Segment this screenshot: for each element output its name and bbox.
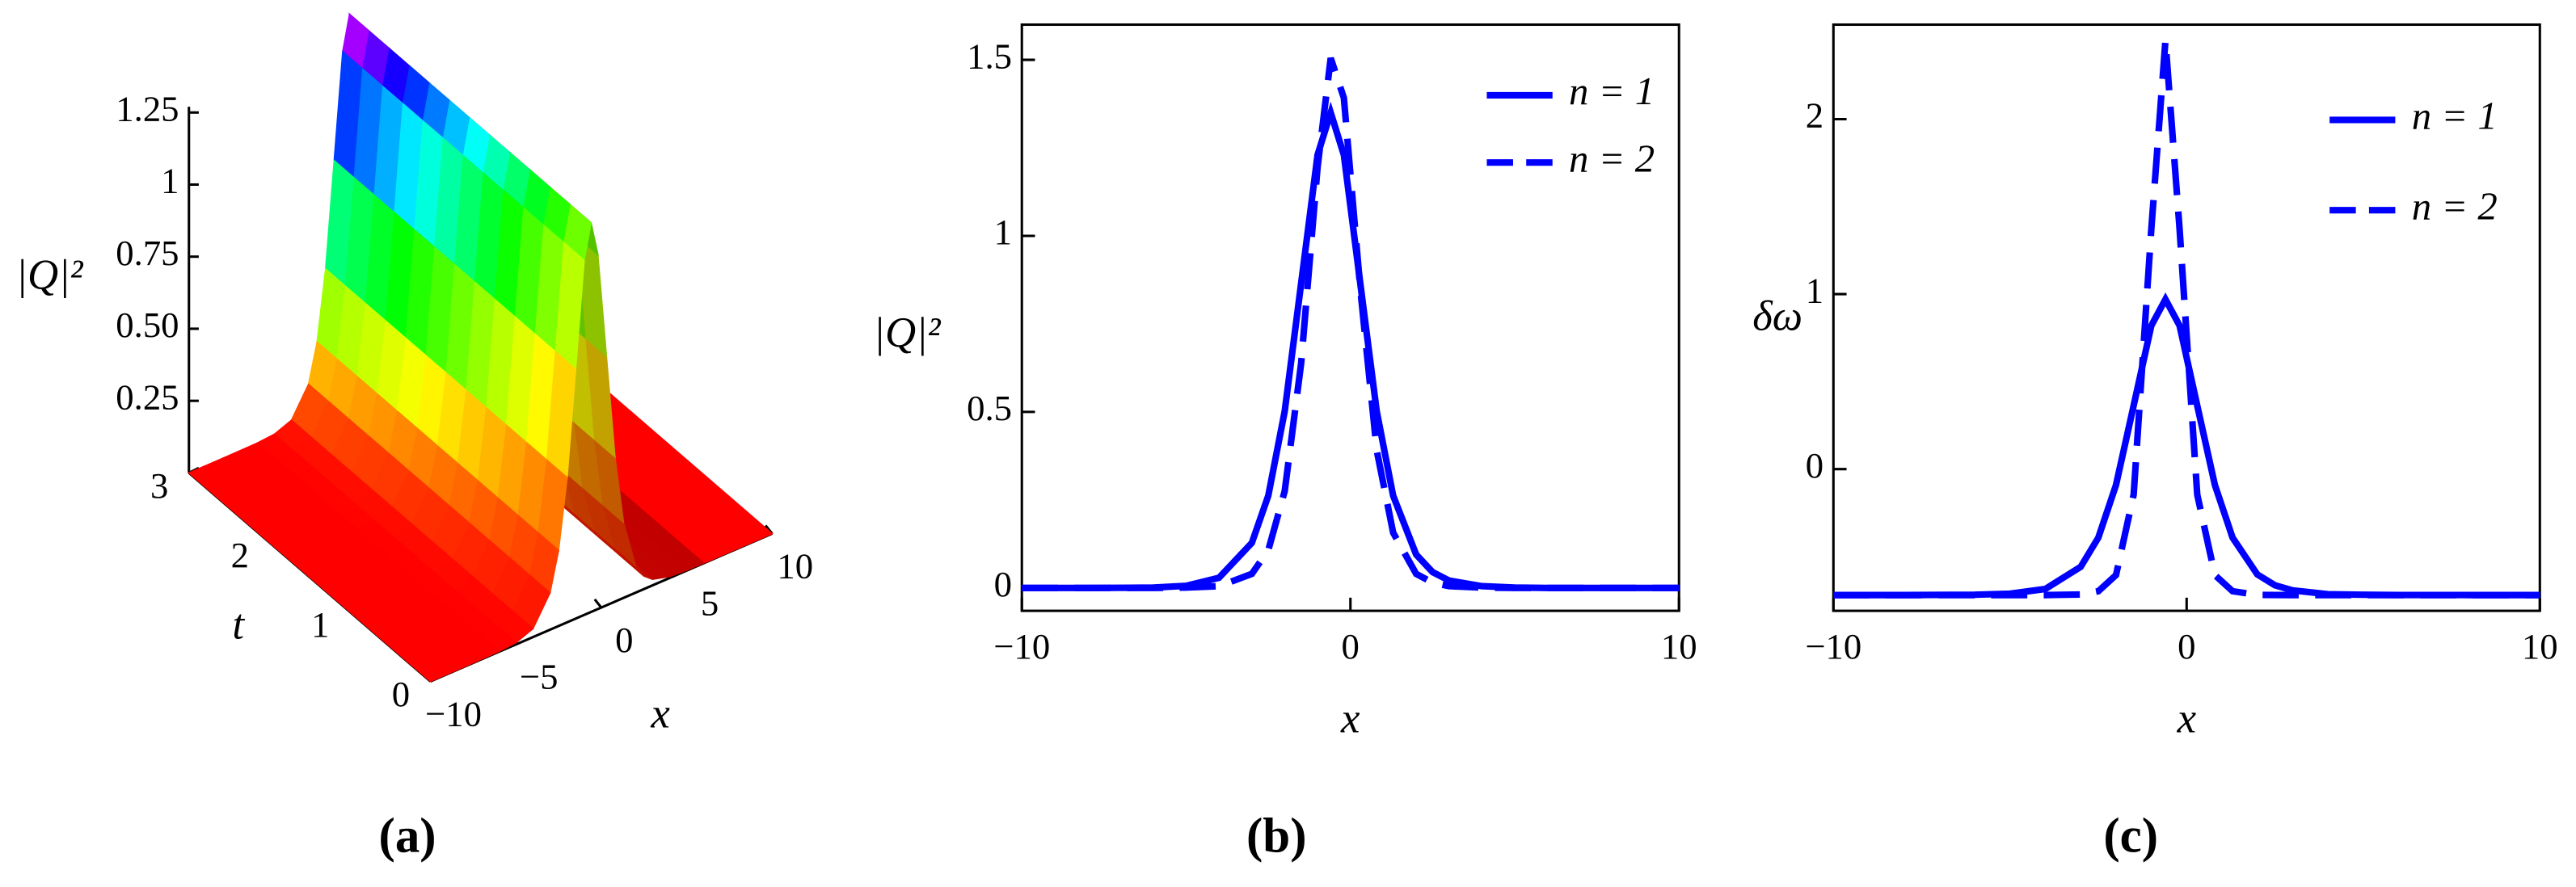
- x-tick-label: −10: [425, 693, 482, 734]
- z-tick-label: 0.25: [116, 376, 179, 417]
- t-tick-label: 0: [392, 674, 410, 714]
- plot: 0 1 2 −10 0 10 δω x n = 1 n = 2: [1752, 23, 2558, 742]
- surface: [188, 12, 774, 683]
- x-tick-label: −5: [520, 657, 559, 697]
- y-tick-label: 0.5: [967, 388, 1012, 428]
- t-tick-label: 3: [150, 465, 168, 506]
- x-tick-label: 10: [777, 546, 813, 586]
- series-line: [1833, 40, 2540, 599]
- t-tick-label: 2: [231, 535, 249, 575]
- t-axis-label: t: [232, 602, 245, 649]
- caption: (a): [379, 809, 436, 864]
- x-axis-label: x: [2177, 695, 2197, 742]
- legend-label: n = 2: [2412, 184, 2498, 228]
- y-tick-label: 0: [994, 564, 1012, 604]
- x-tick-label: 0: [1342, 626, 1360, 666]
- x-tick-label: 10: [1661, 626, 1697, 666]
- x-tick-label: 10: [2522, 626, 2558, 666]
- y-tick-label: 1.5: [967, 36, 1012, 76]
- surface-axes: 0.25 0.50 0.75 1 1.25 0 1 2 3 −10 −5 0 5 10 |Q|² t x: [15, 89, 813, 738]
- surface-cell: [409, 648, 466, 683]
- x-axis-label: x: [650, 690, 670, 737]
- x-axis-label: x: [1340, 695, 1360, 742]
- x-tick-label: 0: [615, 620, 633, 660]
- legend-label: n = 1: [1569, 69, 1655, 113]
- y-axis-label: δω: [1752, 292, 1802, 339]
- z-tick-label: 1.25: [116, 89, 179, 129]
- x-tick-label: 5: [701, 582, 719, 623]
- x-tick: [593, 598, 603, 609]
- plot: 0 0.5 1 1.5 −10 0 10 |Q|² x n = 1 n = 2: [873, 23, 1697, 742]
- x-tick-label: 0: [2178, 626, 2195, 666]
- legend-label: n = 2: [1569, 137, 1655, 180]
- y-axis-label: |Q|²: [873, 309, 941, 356]
- series-line: [1022, 101, 1680, 591]
- y-tick-label: 0: [1806, 445, 1823, 486]
- z-tick-label: 0.50: [116, 305, 179, 345]
- caption: (b): [1246, 809, 1307, 864]
- x-tick-label: −10: [993, 626, 1050, 666]
- y-tick-label: 2: [1806, 95, 1823, 136]
- legend-label: n = 1: [2412, 95, 2498, 138]
- t-tick-label: 1: [311, 604, 329, 645]
- caption: (c): [2103, 809, 2158, 864]
- z-tick-label: 1: [161, 161, 179, 201]
- y-tick-label: 1: [1806, 270, 1823, 310]
- z-axis-label: |Q|²: [15, 252, 83, 299]
- z-tick-label: 0.75: [116, 233, 179, 273]
- x-tick-label: −10: [1805, 626, 1861, 666]
- series-line: [1022, 57, 1680, 591]
- y-tick-label: 1: [994, 212, 1012, 252]
